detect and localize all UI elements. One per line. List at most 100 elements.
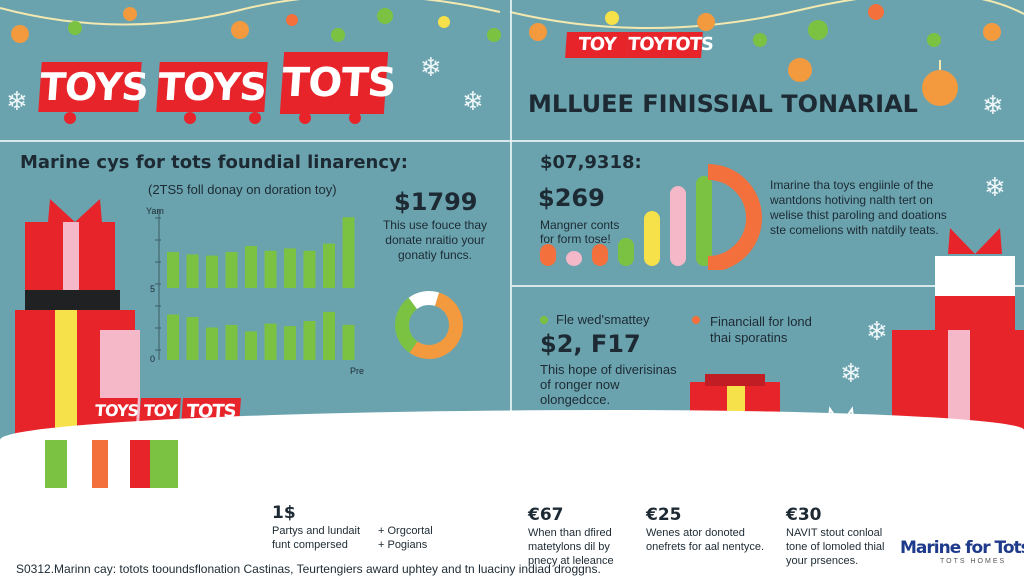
top-value: $07,9318:: [540, 152, 642, 173]
ornament-icon: [331, 28, 345, 42]
bar: [225, 252, 238, 288]
bar: [284, 248, 296, 288]
pie-slice: [409, 292, 463, 359]
footer-stat: €30 NAVIT stout conloal tone of lomoled …: [786, 505, 885, 568]
snowflake-icon: ❄: [982, 90, 1004, 120]
snowflake-icon: ❄: [6, 86, 28, 116]
divider: [512, 285, 1024, 287]
gift-box: [45, 440, 67, 488]
gift-ribbon: [63, 222, 79, 292]
lower-value: $2, F17: [540, 330, 641, 358]
bar: [225, 324, 238, 360]
bow-icon: [48, 199, 102, 222]
ornament-icon: [123, 7, 137, 21]
ornament-icon: [808, 20, 828, 40]
divider: [0, 140, 1024, 142]
bar: [566, 251, 582, 266]
pie-slice: [395, 297, 418, 353]
toys-logo: TOYS: [38, 62, 149, 112]
bar: [342, 217, 355, 288]
bar: [264, 250, 277, 288]
footer-stat: €67 When than dfired matetylons dil by p…: [528, 505, 614, 568]
footer-stat: + Orgcortal + Pogians: [378, 525, 433, 551]
bar: [592, 244, 608, 266]
bar-chart: [540, 164, 762, 270]
snowflake-icon: ❄: [984, 172, 1006, 202]
side-text: Imarine tha toys engiinle of the wantdon…: [770, 178, 947, 237]
bar: [206, 327, 218, 360]
brand-logo: Marine for Tots: [900, 538, 1024, 558]
lower-desc: This hope of diverisinas of ronger now o…: [540, 362, 677, 407]
gift-lid: [705, 374, 765, 386]
divider: [510, 0, 512, 440]
header-title: MLLUEE FINISSIAL TONARIAL: [528, 90, 918, 118]
bow-icon: [948, 228, 1002, 254]
toys-logo: TOY: [565, 32, 629, 58]
bar-chart: [155, 210, 355, 360]
gift-box: [935, 296, 1015, 332]
gift-box: [935, 256, 1015, 300]
axis-label: Pre: [350, 366, 365, 376]
toys-logo: TOYS: [94, 398, 139, 424]
ornament-icon: [788, 58, 812, 82]
footer-stat: €25 Wenes ator donoted onefrets for aal …: [646, 505, 765, 554]
bar: [323, 311, 335, 360]
mid-value: $269: [538, 184, 605, 212]
ornament-icon: [927, 33, 941, 47]
ornament-icon: [983, 23, 1001, 41]
ornament-icon: [286, 14, 298, 26]
bar: [264, 323, 277, 360]
ornament-icon: [753, 33, 767, 47]
axis-label: 5: [150, 284, 156, 294]
axis-label: 0: [150, 354, 156, 364]
gift-band: [25, 290, 120, 310]
gift-box: [130, 440, 150, 488]
bar: [323, 243, 335, 288]
arc-mark: [707, 164, 762, 270]
ornament-icon: [605, 11, 619, 25]
bullet-icon: [540, 316, 548, 324]
left-desc: This use fouce thay donate nraitio your …: [382, 218, 488, 262]
tots-logo: TOTS: [279, 52, 397, 114]
ornament-icon: [487, 28, 501, 42]
bar: [303, 321, 316, 360]
footer-note: S0312.Marinn cay: totots tooundsflonatio…: [16, 562, 601, 576]
ornament-icon: [11, 25, 29, 43]
ornament-icon: [529, 23, 547, 41]
logo-wheels: [64, 112, 361, 124]
snowflake-icon: ❄: [420, 52, 442, 82]
ornament-icon: [868, 4, 884, 20]
donut-chart: [395, 291, 463, 359]
bar: [696, 176, 712, 266]
pie-slice: [408, 291, 440, 309]
snowflake-icon: ❄: [840, 358, 862, 388]
bar: [245, 331, 257, 360]
bar: [186, 317, 199, 360]
toys-logo: TOYS: [156, 62, 268, 112]
ornament-icon: [231, 21, 249, 39]
bar: [167, 314, 179, 360]
bar: [670, 186, 686, 266]
tots-logo: TOTS: [663, 32, 714, 58]
bar: [206, 255, 218, 288]
ornament-icon: [377, 8, 393, 24]
bullet-text: Fle wed'smattey: [556, 312, 650, 327]
toys-logo: TOY: [627, 32, 666, 58]
axis-label: Yam: [146, 206, 164, 216]
bullet-icon: [692, 316, 700, 324]
brand-subtitle: TOTS HOMES: [940, 558, 1007, 565]
snowflake-icon: ❄: [462, 86, 484, 116]
bar: [186, 254, 199, 288]
string-lights: [0, 0, 1024, 47]
bar: [245, 246, 257, 288]
bar: [167, 252, 179, 288]
snowflake-icon: ❄: [866, 316, 888, 346]
ornament-icon: [922, 60, 958, 106]
ornament-icon: [68, 21, 82, 35]
footer-stat: 1$ Partys and lundait funt compersed: [272, 503, 361, 552]
gift-ribbon: [55, 310, 77, 440]
big-value: $1799: [394, 188, 478, 216]
bar: [540, 244, 556, 266]
bar: [342, 324, 355, 360]
gift-box: [150, 440, 178, 488]
